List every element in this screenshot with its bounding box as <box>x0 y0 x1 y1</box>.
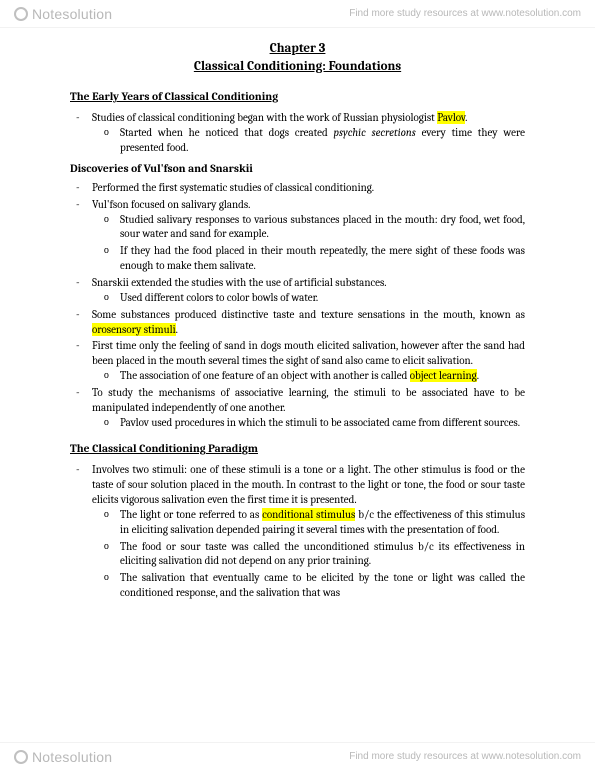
text: First time only the feeling of sand in d… <box>92 339 525 367</box>
list-item: If they had the food placed in their mou… <box>120 244 525 274</box>
header-tagline: Find more study resources at www.notesol… <box>349 8 581 19</box>
footer-tagline: Find more study resources at www.notesol… <box>349 751 581 762</box>
text: Snarskii extended the studies with the u… <box>92 276 387 289</box>
list-item: Some substances produced distinctive tas… <box>92 308 525 338</box>
logo-icon <box>14 750 28 764</box>
text: . <box>477 369 479 382</box>
list-item: The association of one feature of an obj… <box>120 369 525 384</box>
document-body: Chapter 3 Classical Conditioning: Founda… <box>70 40 525 730</box>
list-item: Vul'fson focused on salivary glands. Stu… <box>92 198 525 274</box>
logo-text: Notesolution <box>32 6 112 22</box>
highlight-conditional-stimulus: conditional stimulus <box>262 508 355 521</box>
section-heading-early-years: The Early Years of Classical Conditionin… <box>70 90 525 103</box>
highlight-object-learning: object learning <box>410 369 477 382</box>
text: Started when he noticed that dogs create… <box>120 126 334 139</box>
text: Studies of classical conditioning began … <box>92 111 437 124</box>
footer-logo-text: Notesolution <box>32 749 112 765</box>
text: . <box>465 111 467 124</box>
text: Some substances produced distinctive tas… <box>92 308 525 321</box>
chapter-number: Chapter 3 <box>70 40 525 58</box>
chapter-title: Classical Conditioning: Foundations <box>70 58 525 76</box>
text: To study the mechanisms of associative l… <box>92 386 525 414</box>
footer-logo: Notesolution <box>14 749 112 765</box>
text: The light or tone referred to as <box>120 508 262 521</box>
list-item: First time only the feeling of sand in d… <box>92 339 525 384</box>
list-item: The light or tone referred to as conditi… <box>120 508 525 538</box>
text: Involves two stimuli: one of these stimu… <box>92 463 525 506</box>
highlight-orosensory: orosensory stimuli <box>92 323 176 336</box>
list-item: Studied salivary responses to various su… <box>120 213 525 243</box>
list-item: Snarskii extended the studies with the u… <box>92 276 525 306</box>
text: . <box>176 323 178 336</box>
text: Vul'fson focused on salivary glands. <box>92 198 250 211</box>
list-item: Pavlov used procedures in which the stim… <box>120 416 525 431</box>
list-item: The salivation that eventually came to b… <box>120 571 525 601</box>
sub-heading-discoveries: Discoveries of Vul'fson and Snarskii <box>70 162 525 175</box>
text: The association of one feature of an obj… <box>120 369 410 382</box>
section-heading-paradigm: The Classical Conditioning Paradigm <box>70 442 525 455</box>
header-bar: Notesolution Find more study resources a… <box>0 0 595 28</box>
list-item: Studies of classical conditioning began … <box>92 111 525 156</box>
highlight-pavlov: Pavlov <box>437 111 465 124</box>
list-item: Involves two stimuli: one of these stimu… <box>92 463 525 601</box>
logo-icon <box>14 7 28 21</box>
italic-text: psychic secretions <box>334 126 416 139</box>
list-item: Started when he noticed that dogs create… <box>120 126 525 156</box>
list-item: The food or sour taste was called the un… <box>120 540 525 570</box>
early-years-list: Studies of classical conditioning began … <box>70 111 525 156</box>
discoveries-list: Performed the first systematic studies o… <box>70 181 525 431</box>
footer-bar: Notesolution Find more study resources a… <box>0 742 595 770</box>
paradigm-list: Involves two stimuli: one of these stimu… <box>70 463 525 601</box>
list-item: To study the mechanisms of associative l… <box>92 386 525 431</box>
list-item: Performed the first systematic studies o… <box>92 181 525 196</box>
list-item: Used different colors to color bowls of … <box>120 291 525 306</box>
logo: Notesolution <box>14 6 112 22</box>
